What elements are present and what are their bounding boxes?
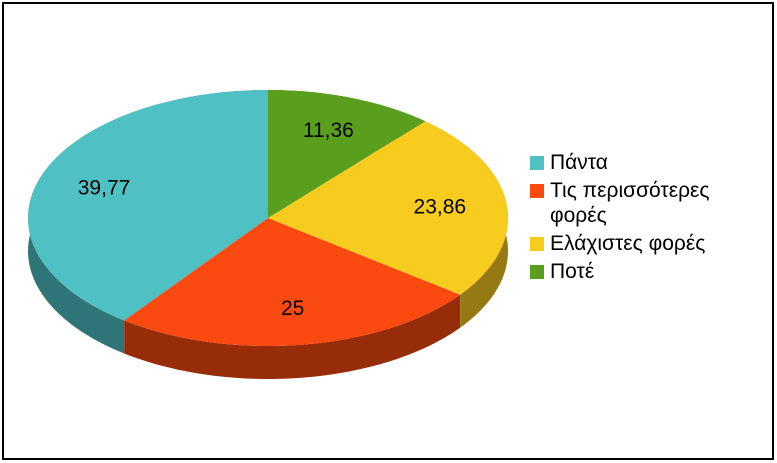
legend-item: Ποτέ <box>530 259 765 284</box>
data-label: 25 <box>281 297 304 320</box>
legend: Πάντα Τις περισσότερες φορές Ελάχιστες φορ… <box>530 150 765 287</box>
slice <box>28 90 268 321</box>
labels: 39,77 25 23,86 11,36 <box>78 119 466 320</box>
legend-swatch <box>530 184 544 198</box>
slice-side <box>124 294 461 379</box>
slice <box>268 90 426 218</box>
slice <box>268 121 508 295</box>
legend-label: Πάντα <box>550 151 608 174</box>
legend-swatch <box>530 265 544 279</box>
legend-label: Ποτέ <box>550 260 595 283</box>
legend-item: Πάντα <box>530 150 765 175</box>
tops <box>28 90 508 346</box>
legend-item: Ελάχιστες φορές <box>530 231 765 256</box>
legend-label: Τις περισσότερες φορές <box>550 179 710 227</box>
data-label: 23,86 <box>414 196 467 219</box>
slice <box>124 218 461 346</box>
data-label: 39,77 <box>78 176 131 199</box>
legend-label: Ελάχιστες φορές <box>550 232 706 255</box>
legend-swatch <box>530 237 544 251</box>
data-label: 11,36 <box>303 119 354 142</box>
legend-swatch <box>530 156 544 170</box>
legend-item: Τις περισσότερες φορές <box>530 178 765 228</box>
